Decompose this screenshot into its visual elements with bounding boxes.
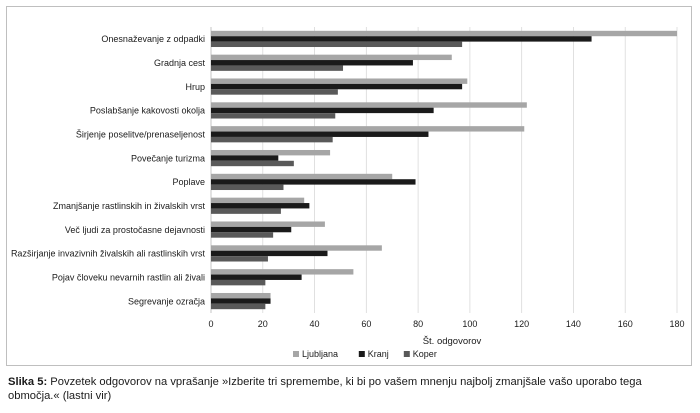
bar-ljubljana — [211, 245, 382, 251]
category-label: Onesnaževanje z odpadki — [101, 34, 205, 44]
legend-label: Kranj — [368, 349, 389, 359]
bar-koper — [211, 184, 284, 191]
caption-text: Povzetek odgovorov na vprašanje »Izberit… — [8, 376, 642, 402]
x-tick-label: 120 — [514, 319, 529, 329]
x-tick-label: 20 — [258, 319, 268, 329]
bar-kranj — [211, 298, 271, 304]
bar-koper — [211, 65, 344, 71]
bar-koper — [211, 136, 333, 143]
bar-ljubljana — [211, 54, 452, 61]
bar-koper — [211, 279, 266, 286]
bar-kranj — [211, 107, 434, 114]
category-label: Razširjanje invazivnih živalskih ali ras… — [11, 249, 206, 259]
legend-swatch — [403, 351, 410, 357]
bar-kranj — [211, 60, 413, 66]
x-tick-label: 160 — [618, 319, 633, 329]
bar-ljubljana — [211, 102, 527, 108]
category-label: Zmanjšanje rastlinskih in živalskih vrst — [53, 201, 206, 211]
bar-ljubljana — [211, 78, 468, 84]
x-tick-label: 40 — [310, 319, 320, 329]
x-axis-title: Št. odgovorov — [423, 336, 482, 347]
bar-kranj — [211, 274, 302, 280]
bar-ljubljana — [211, 30, 677, 37]
bar-ljubljana — [211, 173, 393, 180]
category-label: Poslabšanje kakovosti okolja — [90, 106, 205, 116]
bar-ljubljana — [211, 292, 271, 299]
x-tick-label: 60 — [361, 319, 371, 329]
bar-koper — [211, 303, 266, 310]
bar-kranj — [211, 226, 292, 233]
bar-koper — [211, 113, 336, 119]
legend-swatch — [293, 351, 299, 357]
x-tick-label: 180 — [669, 319, 684, 329]
bar-koper — [211, 89, 338, 95]
bar-koper — [211, 256, 268, 262]
category-label: Povečanje turizma — [131, 153, 205, 163]
bar-kranj — [211, 155, 279, 161]
x-tick-label: 140 — [566, 319, 581, 329]
category-label: Hrup — [185, 82, 205, 92]
category-label: Poplave — [172, 177, 205, 187]
category-label: Širjenje poselitve/prenaseljenost — [76, 129, 206, 139]
bar-koper — [211, 160, 294, 167]
bar-ljubljana — [211, 269, 354, 275]
x-tick-label: 80 — [413, 319, 423, 329]
bar-koper — [211, 208, 281, 214]
legend-label: Ljubljana — [302, 349, 338, 359]
chart-frame: 0 20 40 60 80 100 120 140 160 180 Onesnaževanje z … — [6, 6, 692, 366]
category-label: Segrevanje ozračja — [128, 296, 205, 306]
legend-label: Koper — [413, 349, 437, 359]
figure-caption: Slika 5: Povzetek odgovorov na vprašanje… — [8, 376, 694, 403]
bar-kranj — [211, 179, 416, 185]
bar-ljubljana — [211, 221, 325, 227]
caption-label: Slika 5: — [8, 376, 48, 388]
category-label: Več ljudi za prostočasne dejavnosti — [65, 225, 205, 235]
bar-kranj — [211, 203, 310, 209]
bar-kranj — [211, 83, 463, 90]
bar-koper — [211, 41, 463, 48]
bar-ljubljana — [211, 126, 525, 132]
category-label: Pojav človeku nevarnih rastlin ali žival… — [52, 272, 205, 282]
x-tick-label: 0 — [208, 319, 213, 329]
bar-kranj — [211, 131, 429, 137]
bar-kranj — [211, 250, 328, 257]
bar-kranj — [211, 36, 592, 42]
chart: 0 20 40 60 80 100 120 140 160 180 Onesnaževanje z … — [11, 27, 685, 359]
legend-swatch — [358, 351, 365, 357]
x-tick-label: 100 — [462, 319, 477, 329]
bar-koper — [211, 232, 274, 238]
category-label: Gradnja cest — [154, 58, 206, 68]
bar-ljubljana — [211, 197, 305, 204]
bar-ljubljana — [211, 149, 331, 156]
